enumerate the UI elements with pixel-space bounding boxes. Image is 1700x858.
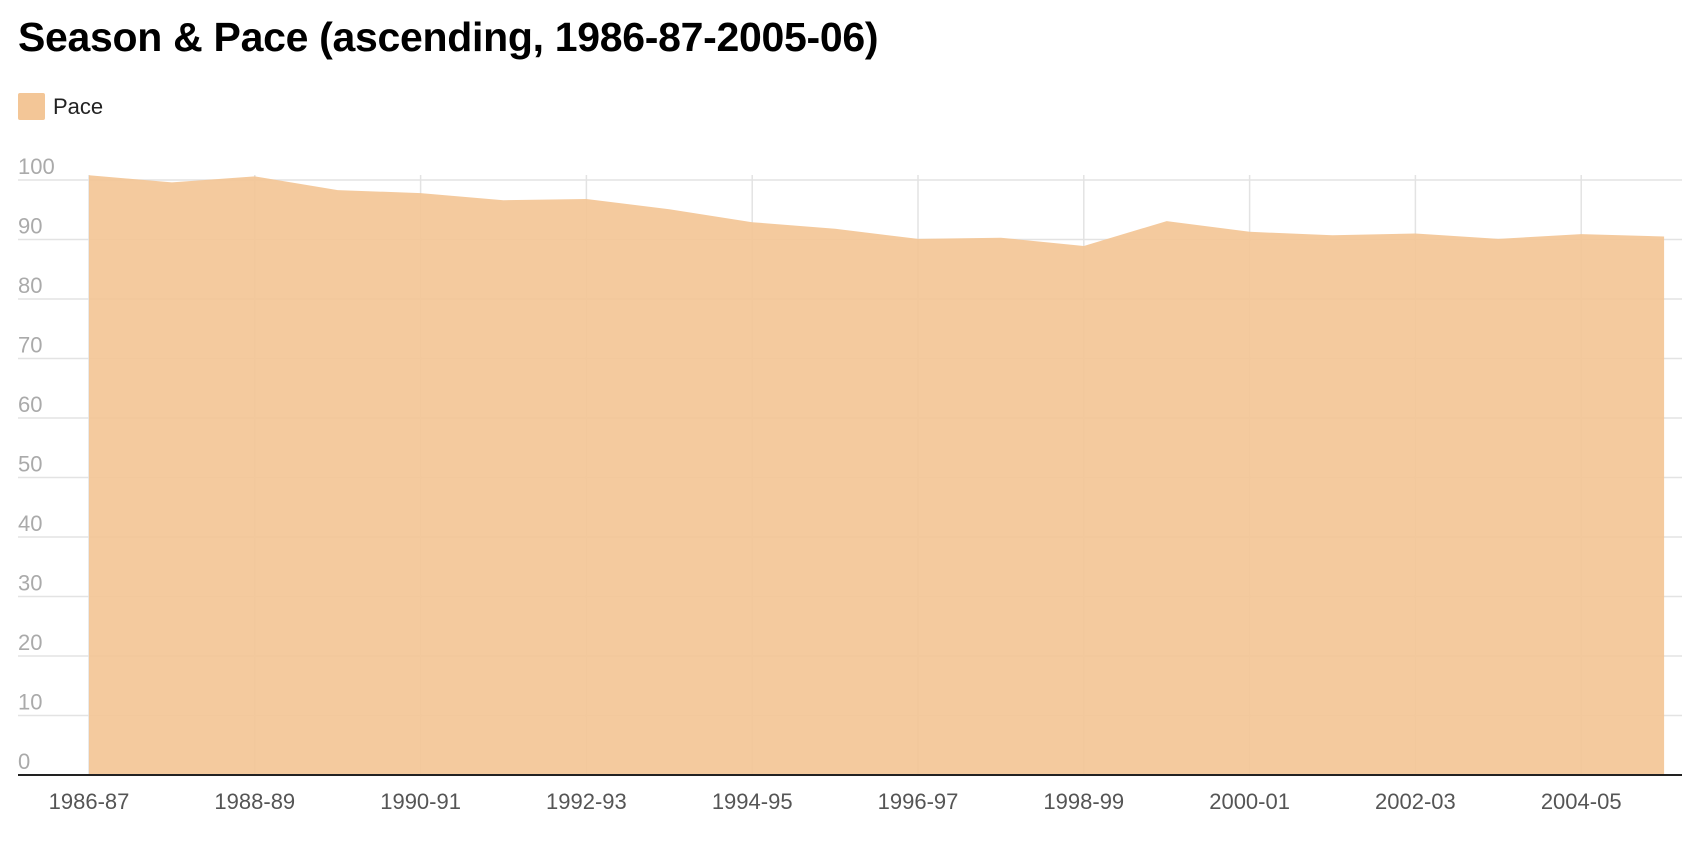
- y-tick-label: 50: [18, 452, 42, 477]
- data-point: [1413, 232, 1417, 236]
- x-tick-label: 1990-91: [380, 789, 461, 814]
- x-tick-label: 1998-99: [1043, 789, 1124, 814]
- x-tick-label: 2002-03: [1375, 789, 1456, 814]
- data-point: [170, 180, 174, 184]
- data-point: [1496, 237, 1500, 241]
- area-series-pace: [89, 175, 1665, 775]
- legend-label-pace: Pace: [53, 93, 104, 119]
- x-tick-label: 2004-05: [1541, 789, 1622, 814]
- data-point: [916, 237, 920, 241]
- y-tick-label: 80: [18, 273, 42, 298]
- legend: Pace: [18, 93, 103, 120]
- data-point: [87, 173, 91, 177]
- data-point: [253, 174, 257, 178]
- y-tick-label: 90: [18, 214, 42, 239]
- x-tick-label: 1988-89: [214, 789, 295, 814]
- y-tick-label: 0: [18, 749, 30, 774]
- data-point: [1248, 230, 1252, 234]
- y-tick-label: 30: [18, 571, 42, 596]
- data-point: [750, 220, 754, 224]
- data-point: [1165, 219, 1169, 223]
- data-point: [584, 197, 588, 201]
- y-tick-label: 10: [18, 690, 42, 715]
- data-point: [502, 198, 506, 202]
- x-tick-label: 1994-95: [712, 789, 793, 814]
- y-tick-label: 100: [18, 154, 55, 179]
- x-tick-label: 1996-97: [878, 789, 959, 814]
- y-tick-label: 60: [18, 392, 42, 417]
- data-point: [999, 236, 1003, 240]
- x-tick-label: 2000-01: [1209, 789, 1290, 814]
- data-point: [336, 188, 340, 192]
- legend-swatch-pace: [18, 93, 45, 120]
- data-point: [1331, 233, 1335, 237]
- y-tick-label: 70: [18, 333, 42, 358]
- data-point: [1662, 235, 1666, 239]
- data-point: [1082, 244, 1086, 248]
- x-tick-label: 1992-93: [546, 789, 627, 814]
- data-point: [1579, 232, 1583, 236]
- data-point: [667, 207, 671, 211]
- y-tick-label: 40: [18, 511, 42, 536]
- y-tick-label: 20: [18, 630, 42, 655]
- chart-title: Season & Pace (ascending, 1986-87-2005-0…: [18, 14, 879, 60]
- data-point: [833, 227, 837, 231]
- data-point: [419, 191, 423, 195]
- x-tick-label: 1986-87: [49, 789, 130, 814]
